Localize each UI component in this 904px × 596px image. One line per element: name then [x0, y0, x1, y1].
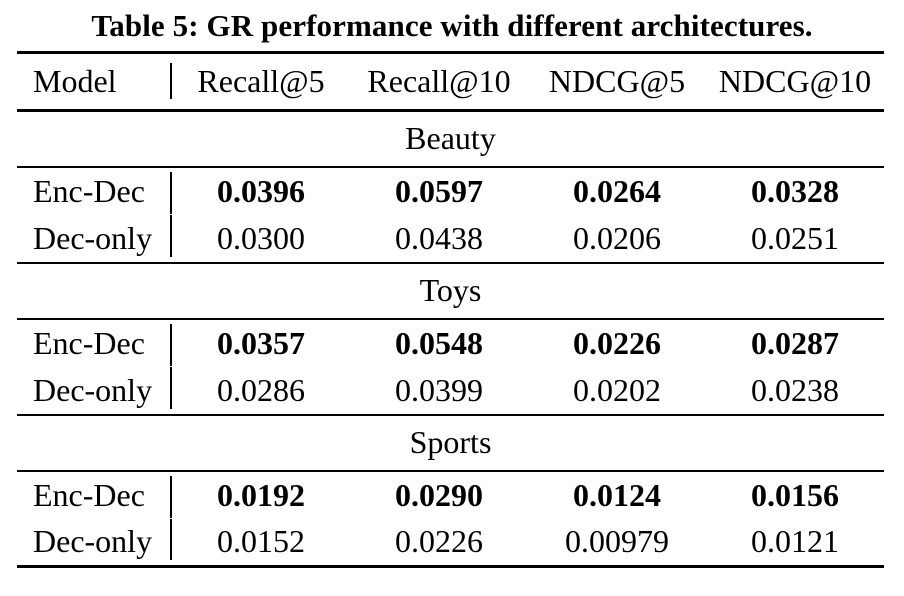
column-header-recall10: Recall@10: [350, 52, 528, 112]
table-row-toys-enc-dec: Enc-Dec 0.0357 0.0548 0.0226 0.0287: [17, 318, 884, 367]
metric-cell: 0.0438: [350, 214, 528, 264]
section-label: Toys: [17, 262, 884, 320]
metric-cell: 0.00979: [528, 518, 706, 568]
section-label: Sports: [17, 414, 884, 472]
table-row-toys-dec-only: Dec-only 0.0286 0.0399 0.0202 0.0238: [17, 366, 884, 416]
metric-cell: 0.0124: [573, 476, 661, 513]
metric-cell: 0.0238: [706, 366, 884, 416]
metric-cell: 0.0152: [172, 518, 350, 568]
metric-cell: 0.0396: [217, 172, 305, 209]
column-header-model: Model: [17, 52, 172, 112]
metric-cell: 0.0287: [751, 324, 839, 361]
metric-cell: 0.0192: [217, 476, 305, 513]
section-header-beauty: Beauty: [17, 110, 884, 168]
metric-cell: 0.0121: [706, 518, 884, 568]
metric-cell: 0.0548: [395, 324, 483, 361]
metric-cell: 0.0251: [706, 214, 884, 264]
model-cell: Enc-Dec: [17, 318, 172, 367]
column-header-ndcg10: NDCG@10: [706, 52, 884, 112]
metric-cell: 0.0156: [751, 476, 839, 513]
header-row: Model Recall@5 Recall@10 NDCG@5 NDCG@10: [17, 52, 884, 112]
metric-cell: 0.0357: [217, 324, 305, 361]
metric-cell: 0.0328: [751, 172, 839, 209]
model-cell: Enc-Dec: [17, 470, 172, 519]
table-caption: Table 5: GR performance with different a…: [91, 7, 813, 43]
table-row-beauty-dec-only: Dec-only 0.0300 0.0438 0.0206 0.0251: [17, 214, 884, 264]
metric-cell: 0.0202: [528, 366, 706, 416]
metric-cell: 0.0300: [172, 214, 350, 264]
metric-cell: 0.0226: [573, 324, 661, 361]
results-table: Model Recall@5 Recall@10 NDCG@5 NDCG@10 …: [17, 51, 884, 568]
metric-cell: 0.0226: [350, 518, 528, 568]
model-cell: Dec-only: [17, 214, 172, 264]
table-row-sports-enc-dec: Enc-Dec 0.0192 0.0290 0.0124 0.0156: [17, 470, 884, 519]
model-cell: Dec-only: [17, 366, 172, 416]
section-label: Beauty: [17, 110, 884, 168]
section-header-sports: Sports: [17, 414, 884, 472]
table-row-beauty-enc-dec: Enc-Dec 0.0396 0.0597 0.0264 0.0328: [17, 166, 884, 215]
column-header-recall5: Recall@5: [172, 52, 350, 112]
section-header-toys: Toys: [17, 262, 884, 320]
table-header: Model Recall@5 Recall@10 NDCG@5 NDCG@10: [17, 52, 884, 112]
metric-cell: 0.0597: [395, 172, 483, 209]
metric-cell: 0.0206: [528, 214, 706, 264]
model-cell: Dec-only: [17, 518, 172, 568]
model-cell: Enc-Dec: [17, 166, 172, 215]
table-row-sports-dec-only: Dec-only 0.0152 0.0226 0.00979 0.0121: [17, 518, 884, 568]
metric-cell: 0.0264: [573, 172, 661, 209]
metric-cell: 0.0286: [172, 366, 350, 416]
metric-cell: 0.0290: [395, 476, 483, 513]
metric-cell: 0.0399: [350, 366, 528, 416]
column-header-ndcg5: NDCG@5: [528, 52, 706, 112]
